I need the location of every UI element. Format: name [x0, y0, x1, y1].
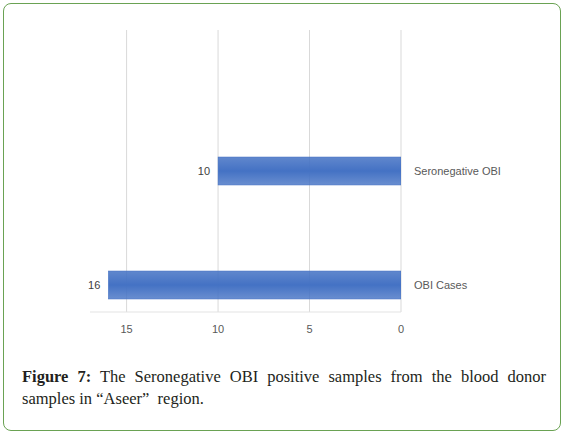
chart-wrap: 0 5 10 15 10 Seronegative OBI 16 OBI Cases Figu…: [0, 0, 566, 436]
tick-label: 0: [398, 323, 404, 335]
grid-line: [126, 30, 127, 312]
tick-label: 15: [120, 323, 132, 335]
figure-frame: [3, 3, 561, 431]
caption-label: Figure 7:: [22, 367, 91, 386]
bars: [108, 157, 401, 299]
chart-svg: 0 5 10 15 10 Seronegative OBI 16 OBI Cases: [0, 0, 566, 360]
caption-text: The Seronegative OBI positive samples fr…: [22, 367, 550, 408]
axis-line: [90, 312, 401, 313]
tick-label: 10: [212, 323, 224, 335]
category-label: Seronegative OBI: [414, 165, 501, 177]
caption: Figure 7: The Seronegative OBI positive …: [22, 366, 546, 410]
category-label: OBI Cases: [414, 279, 468, 291]
data-label: 16: [88, 279, 100, 291]
data-label: 10: [198, 165, 210, 177]
bar: [108, 271, 401, 299]
bar: [218, 157, 401, 185]
tick-label: 5: [306, 323, 312, 335]
